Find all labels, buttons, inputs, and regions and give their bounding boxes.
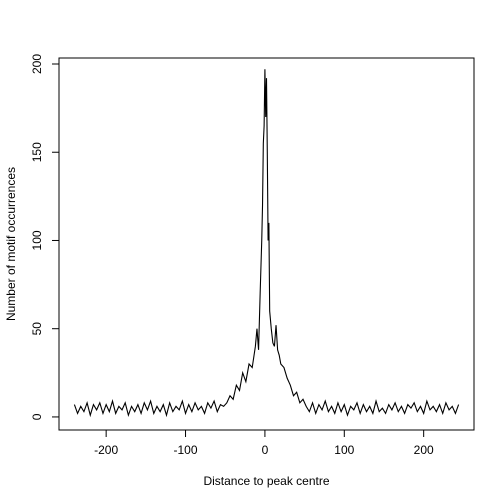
y-tick-label: 150 <box>30 142 44 162</box>
x-tick-label: 200 <box>414 443 434 457</box>
x-tick-label: -200 <box>94 443 118 457</box>
x-axis-label: Distance to peak centre <box>203 474 329 488</box>
x-tick-label: 100 <box>334 443 354 457</box>
x-tick-label: -100 <box>174 443 198 457</box>
y-tick-label: 200 <box>30 54 44 74</box>
y-tick-label: 0 <box>30 413 44 420</box>
y-tick-label: 50 <box>30 322 44 336</box>
y-axis-label: Number of motif occurrences <box>4 167 18 321</box>
data-line <box>73 69 460 418</box>
x-tick-label: 0 <box>262 443 269 457</box>
y-tick-label: 100 <box>30 230 44 250</box>
